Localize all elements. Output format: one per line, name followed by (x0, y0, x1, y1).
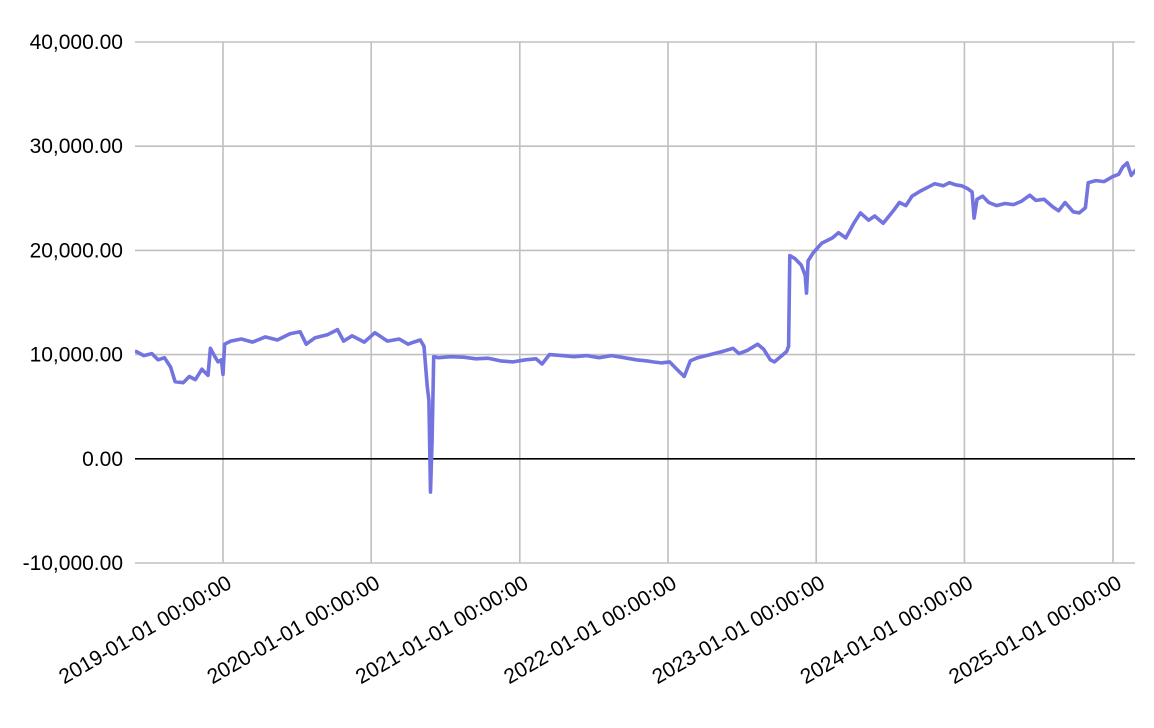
y-tick-label: 20,000.00 (30, 239, 123, 262)
y-axis-tick-labels: -10,000.00 0.00 10,000.00 20,000.00 30,000.0… (23, 31, 123, 575)
series-line (135, 161, 1135, 494)
y-tick-label: 10,000.00 (30, 344, 123, 367)
y-tick-label: -10,000.00 (23, 552, 123, 575)
y-tick-label: 30,000.00 (30, 135, 123, 158)
y-tick-label: 40,000.00 (30, 31, 123, 54)
y-tick-label: 0.00 (82, 448, 123, 471)
series-lines (135, 161, 1135, 494)
gridlines (135, 41, 1135, 564)
